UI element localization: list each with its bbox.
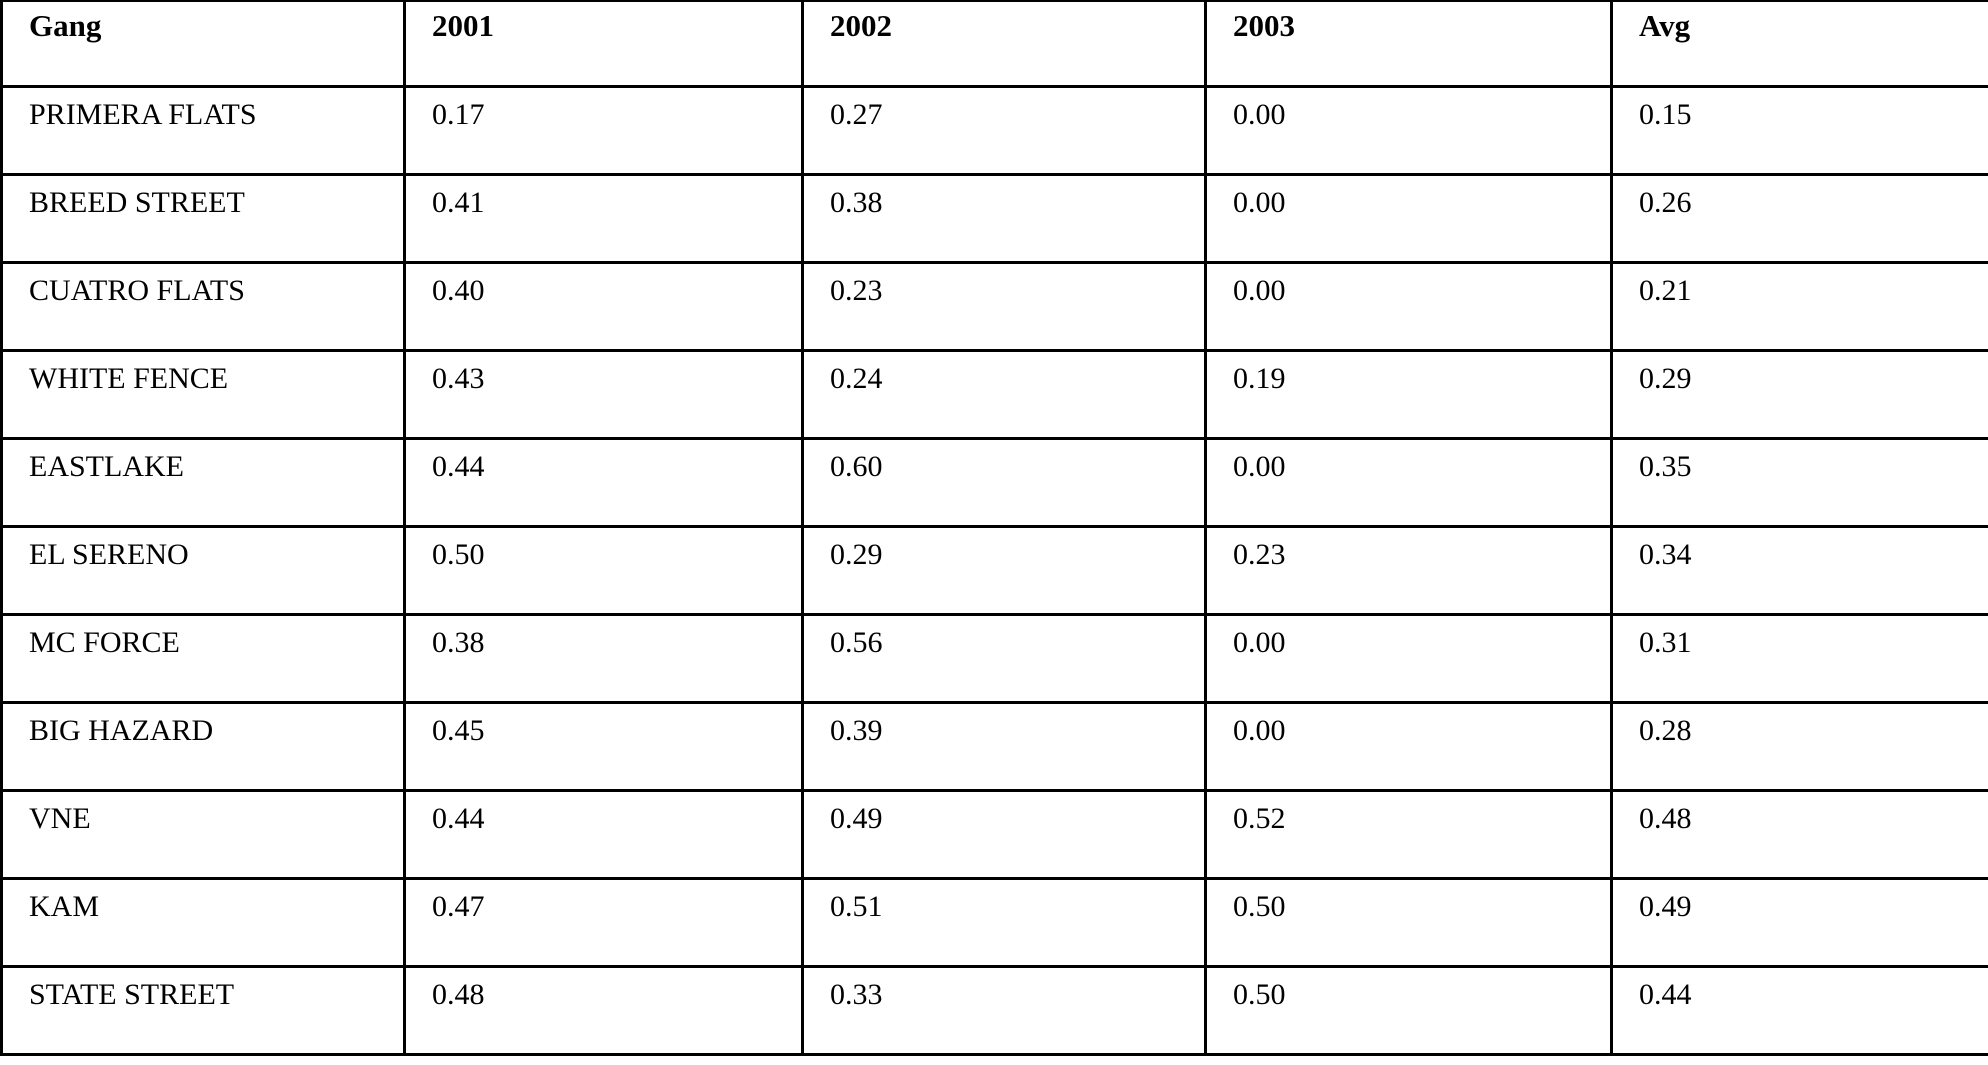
column-header-avg: Avg — [1610, 0, 1988, 88]
value-cell: 0.00 — [1204, 260, 1613, 352]
value-cell: 0.38 — [403, 612, 804, 704]
value-cell: 0.50 — [1204, 876, 1613, 968]
value-cell: 0.60 — [801, 436, 1207, 528]
value-cell: 0.50 — [1204, 964, 1613, 1056]
table-body: PRIMERA FLATS 0.17 0.27 0.00 0.15 BREED STREE… — [0, 84, 1988, 1056]
gang-name-cell: EASTLAKE — [0, 436, 406, 528]
table-row: STATE STREET 0.48 0.33 0.50 0.44 — [0, 964, 1988, 1056]
value-cell: 0.00 — [1204, 612, 1613, 704]
value-cell: 0.35 — [1610, 436, 1988, 528]
value-cell: 0.47 — [403, 876, 804, 968]
table-row: CUATRO FLATS 0.40 0.23 0.00 0.21 — [0, 260, 1988, 352]
value-cell: 0.43 — [403, 348, 804, 440]
value-cell: 0.44 — [403, 788, 804, 880]
value-cell: 0.29 — [1610, 348, 1988, 440]
gang-name-cell: PRIMERA FLATS — [0, 84, 406, 176]
value-cell: 0.38 — [801, 172, 1207, 264]
value-cell: 0.51 — [801, 876, 1207, 968]
gang-name-cell: MC FORCE — [0, 612, 406, 704]
value-cell: 0.40 — [403, 260, 804, 352]
column-header-gang: Gang — [0, 0, 406, 88]
table-row: MC FORCE 0.38 0.56 0.00 0.31 — [0, 612, 1988, 704]
table-header: Gang 2001 2002 2003 Avg — [0, 0, 1988, 88]
table-row: PRIMERA FLATS 0.17 0.27 0.00 0.15 — [0, 84, 1988, 176]
value-cell: 0.00 — [1204, 700, 1613, 792]
value-cell: 0.15 — [1610, 84, 1988, 176]
gang-name-cell: WHITE FENCE — [0, 348, 406, 440]
table-row: EL SERENO 0.50 0.29 0.23 0.34 — [0, 524, 1988, 616]
table-row: KAM 0.47 0.51 0.50 0.49 — [0, 876, 1988, 968]
table-row: EASTLAKE 0.44 0.60 0.00 0.35 — [0, 436, 1988, 528]
value-cell: 0.41 — [403, 172, 804, 264]
table-row: VNE 0.44 0.49 0.52 0.48 — [0, 788, 1988, 880]
value-cell: 0.31 — [1610, 612, 1988, 704]
gang-name-cell: BREED STREET — [0, 172, 406, 264]
value-cell: 0.56 — [801, 612, 1207, 704]
table-row: BIG HAZARD 0.45 0.39 0.00 0.28 — [0, 700, 1988, 792]
value-cell: 0.26 — [1610, 172, 1988, 264]
value-cell: 0.33 — [801, 964, 1207, 1056]
value-cell: 0.17 — [403, 84, 804, 176]
value-cell: 0.19 — [1204, 348, 1613, 440]
value-cell: 0.28 — [1610, 700, 1988, 792]
value-cell: 0.44 — [403, 436, 804, 528]
column-header-2003: 2003 — [1204, 0, 1613, 88]
value-cell: 0.49 — [801, 788, 1207, 880]
column-header-2001: 2001 — [403, 0, 804, 88]
value-cell: 0.29 — [801, 524, 1207, 616]
gang-name-cell: CUATRO FLATS — [0, 260, 406, 352]
value-cell: 0.00 — [1204, 436, 1613, 528]
value-cell: 0.00 — [1204, 84, 1613, 176]
value-cell: 0.52 — [1204, 788, 1613, 880]
value-cell: 0.39 — [801, 700, 1207, 792]
table-row: WHITE FENCE 0.43 0.24 0.19 0.29 — [0, 348, 1988, 440]
header-row: Gang 2001 2002 2003 Avg — [0, 0, 1988, 88]
value-cell: 0.48 — [1610, 788, 1988, 880]
value-cell: 0.44 — [1610, 964, 1988, 1056]
gang-name-cell: KAM — [0, 876, 406, 968]
gang-name-cell: EL SERENO — [0, 524, 406, 616]
value-cell: 0.00 — [1204, 172, 1613, 264]
gang-name-cell: STATE STREET — [0, 964, 406, 1056]
value-cell: 0.24 — [801, 348, 1207, 440]
value-cell: 0.48 — [403, 964, 804, 1056]
value-cell: 0.34 — [1610, 524, 1988, 616]
gang-name-cell: BIG HAZARD — [0, 700, 406, 792]
column-header-2002: 2002 — [801, 0, 1207, 88]
value-cell: 0.23 — [1204, 524, 1613, 616]
value-cell: 0.49 — [1610, 876, 1988, 968]
value-cell: 0.50 — [403, 524, 804, 616]
value-cell: 0.23 — [801, 260, 1207, 352]
gang-name-cell: VNE — [0, 788, 406, 880]
value-cell: 0.45 — [403, 700, 804, 792]
value-cell: 0.27 — [801, 84, 1207, 176]
value-cell: 0.21 — [1610, 260, 1988, 352]
table-row: BREED STREET 0.41 0.38 0.00 0.26 — [0, 172, 1988, 264]
